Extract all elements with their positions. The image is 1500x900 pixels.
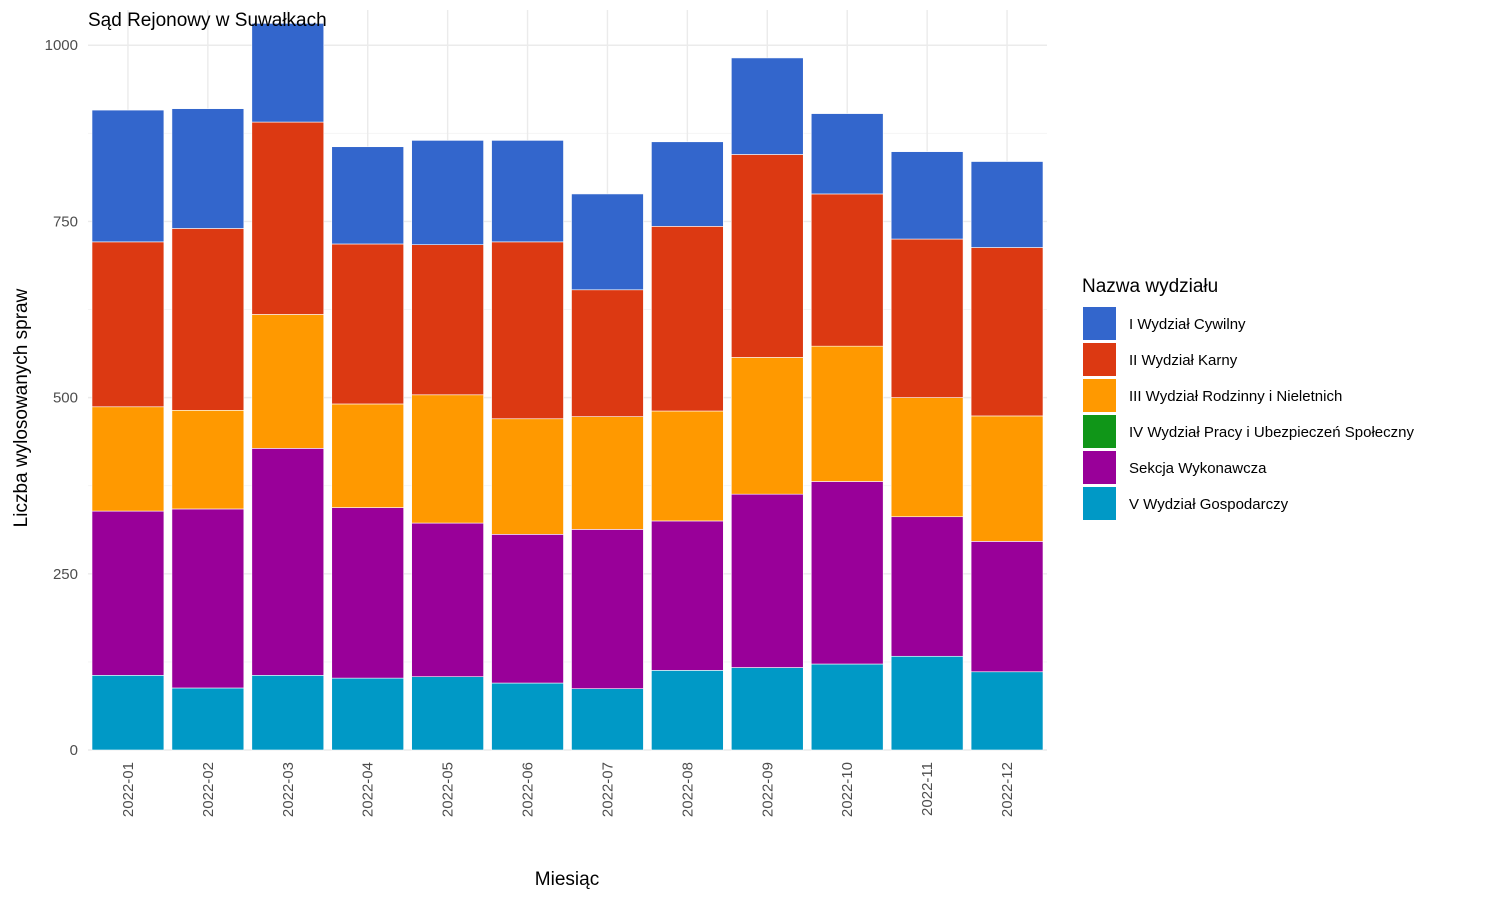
bar-segment bbox=[91, 109, 165, 243]
bar-segment bbox=[91, 674, 165, 751]
y-tick-label: 1000 bbox=[45, 37, 78, 54]
bar-segment bbox=[171, 410, 245, 510]
legend-label: I Wydział Cywilny bbox=[1129, 316, 1246, 333]
x-tick-label: 2022-05 bbox=[440, 762, 457, 817]
bar-segment bbox=[970, 541, 1044, 673]
bar-segment bbox=[251, 674, 325, 751]
bar-segment bbox=[171, 508, 245, 689]
bar-segment bbox=[651, 141, 724, 227]
legend-label: Sekcja Wykonawcza bbox=[1129, 460, 1267, 477]
legend-swatch bbox=[1083, 487, 1116, 520]
bar-segment bbox=[810, 481, 884, 665]
bar-segment bbox=[970, 671, 1044, 751]
bar-segment bbox=[331, 403, 404, 508]
bar-segment bbox=[571, 688, 644, 751]
bar-segment bbox=[251, 23, 325, 123]
bar-segment bbox=[810, 193, 884, 347]
bar-segment bbox=[731, 57, 804, 155]
legend-label: V Wydział Gospodarczy bbox=[1129, 496, 1289, 513]
bar-segment bbox=[491, 682, 564, 751]
bar-segment bbox=[890, 238, 964, 398]
bar-segment bbox=[251, 121, 325, 315]
legend-label: III Wydział Rodzinny i Nieletnich bbox=[1129, 388, 1342, 405]
bar-segment bbox=[571, 416, 644, 530]
bar-segment bbox=[970, 415, 1044, 542]
bar-segment bbox=[890, 397, 964, 518]
bar-segment bbox=[491, 241, 564, 420]
legend-items: I Wydział Cywilny II Wydział Karny III Wyd… bbox=[1083, 307, 1414, 520]
bar-segment bbox=[491, 418, 564, 535]
bar-segment bbox=[331, 677, 404, 751]
bar-segment bbox=[571, 193, 644, 291]
bar-segment bbox=[91, 406, 165, 512]
x-tick-label: 2022-11 bbox=[919, 762, 936, 816]
legend-label: IV Wydział Pracy i Ubezpieczeń Społeczny bbox=[1129, 424, 1414, 441]
bar-segment bbox=[731, 493, 804, 668]
y-axis-title: Liczba wylosowanych spraw bbox=[11, 288, 32, 527]
bar-stacks bbox=[91, 23, 1044, 751]
bar-segment bbox=[411, 394, 484, 524]
bar-segment bbox=[411, 522, 484, 678]
bar-segment bbox=[970, 247, 1044, 417]
x-tick-label: 2022-02 bbox=[200, 762, 217, 817]
legend-title: Nazwa wydziału bbox=[1082, 276, 1218, 297]
bar-segment bbox=[731, 667, 804, 751]
bar-segment bbox=[171, 108, 245, 229]
bar-segment bbox=[411, 244, 484, 396]
bar-segment bbox=[171, 687, 245, 751]
legend-swatch bbox=[1083, 415, 1116, 448]
legend-swatch bbox=[1083, 451, 1116, 484]
bar-segment bbox=[491, 140, 564, 243]
bar-segment bbox=[810, 345, 884, 482]
bar-segment bbox=[331, 507, 404, 679]
legend-swatch bbox=[1083, 379, 1116, 412]
chart-title: Sąd Rejonowy w Suwałkach bbox=[88, 10, 327, 31]
bar-segment bbox=[731, 154, 804, 358]
x-tick-label: 2022-10 bbox=[839, 762, 856, 817]
bar-segment bbox=[331, 146, 404, 245]
bar-segment bbox=[411, 140, 484, 245]
bar-segment bbox=[731, 357, 804, 495]
x-tick-label: 2022-09 bbox=[759, 762, 776, 817]
legend-label: II Wydział Karny bbox=[1129, 352, 1238, 369]
x-tick-label: 2022-08 bbox=[679, 762, 696, 817]
x-tick-label: 2022-06 bbox=[520, 762, 537, 817]
x-tick-label: 2022-12 bbox=[999, 762, 1016, 817]
bar-segment bbox=[970, 161, 1044, 248]
legend: Nazwa wydziału I Wydział Cywilny II Wydzi… bbox=[1082, 276, 1414, 520]
bar-segment bbox=[810, 113, 884, 195]
bar-segment bbox=[890, 655, 964, 751]
bar-segment bbox=[651, 410, 724, 522]
x-tick-label: 2022-01 bbox=[120, 762, 137, 817]
x-tick-label: 2022-03 bbox=[280, 762, 297, 817]
bar-segment bbox=[411, 676, 484, 751]
bar-segment bbox=[491, 534, 564, 684]
bar-segment bbox=[91, 510, 165, 676]
bar-segment bbox=[890, 151, 964, 240]
bar-segment bbox=[251, 448, 325, 676]
bar-segment bbox=[331, 243, 404, 405]
y-axis-ticks: 0 250 500 750 1000 bbox=[45, 37, 78, 759]
bar-segment bbox=[810, 663, 884, 751]
y-tick-label: 0 bbox=[70, 742, 78, 759]
bar-segment bbox=[651, 670, 724, 751]
bar-segment bbox=[651, 520, 724, 671]
x-axis-title: Miesiąc bbox=[535, 869, 599, 890]
bar-segment bbox=[571, 529, 644, 689]
x-tick-label: 2022-04 bbox=[360, 762, 377, 817]
x-tick-label: 2022-07 bbox=[599, 762, 616, 817]
bar-segment bbox=[571, 289, 644, 417]
legend-swatch bbox=[1083, 343, 1116, 376]
bar-segment bbox=[651, 226, 724, 412]
bar-segment bbox=[890, 516, 964, 657]
y-tick-label: 250 bbox=[53, 566, 78, 583]
legend-swatch bbox=[1083, 307, 1116, 340]
bar-segment bbox=[91, 241, 165, 408]
bar-segment bbox=[251, 314, 325, 449]
x-axis-ticks: 2022-01 2022-02 2022-03 2022-04 2022-05 2022-… bbox=[120, 762, 1016, 817]
y-tick-label: 500 bbox=[53, 390, 78, 407]
y-tick-label: 750 bbox=[53, 213, 78, 230]
bar-segment bbox=[171, 228, 245, 411]
